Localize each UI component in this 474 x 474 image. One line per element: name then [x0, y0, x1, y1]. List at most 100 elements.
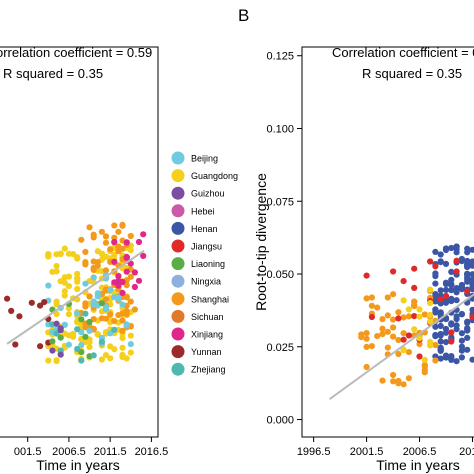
panel-a-point-guangdong: [107, 355, 114, 362]
panel-b-point-shanghai: [395, 309, 402, 316]
panel-b-point-henan: [448, 268, 455, 275]
panel-a-point-guangdong: [94, 248, 101, 255]
panel-b-point-shanghai: [379, 330, 386, 338]
panel-a-point-guangdong: [65, 311, 72, 318]
panel-b-point-henan: [432, 280, 439, 287]
panel-b-point-shanghai: [379, 377, 386, 384]
panel-b-point-henan: [432, 273, 439, 280]
panel-b-point-henan: [442, 339, 450, 346]
panel-a-point-xinjiang: [119, 278, 126, 286]
legend-label-xinjiang: Xinjiang: [191, 330, 223, 340]
legend-swatch-zhejiang: [171, 362, 185, 376]
legend: Beijing Guangdong Guizhou Hebei Henan Jiangsu…: [171, 151, 238, 376]
panel-a-point-guangdong: [86, 344, 93, 351]
panel-a-point-zhejiang: [74, 345, 81, 353]
legend-swatch-guangdong: [171, 169, 185, 183]
panel-b-point-henan: [453, 249, 460, 256]
panel-a-point-shanghai: [90, 266, 97, 274]
panel-a-point-guangdong: [102, 253, 110, 260]
legend-swatch-yunnan: [171, 345, 185, 359]
panel-a-point-guangdong: [45, 357, 52, 364]
panel-b-point-shanghai: [400, 330, 407, 337]
panel-a-point-shanghai: [123, 311, 130, 318]
panel-a-point-guangdong: [74, 275, 81, 282]
panel-a-point-shanghai: [111, 318, 118, 325]
panel-b-point-henan: [437, 259, 444, 266]
panel-b-point-guangdong: [416, 335, 423, 342]
legend-label-yunnan: Yunnan: [191, 347, 222, 357]
panel-a-point-liaoning: [49, 338, 56, 345]
panel-b-point-henan: [464, 245, 471, 252]
panel-a-point-shanghai: [107, 311, 114, 318]
panel-a-point-beijing: [82, 280, 89, 287]
panel-b-point-shanghai: [368, 302, 375, 309]
panel-a-correlation-annotation: orrelation coefficient = 0.59: [0, 45, 152, 60]
panel-a-point-shanghai: [119, 317, 126, 324]
legend-swatch-guizhou: [171, 186, 185, 200]
panel-a-point-xinjiang: [127, 260, 134, 267]
panel-b-point-guangdong: [411, 326, 418, 333]
panel-b-plot-frame: [301, 46, 474, 438]
panel-a-point-shanghai: [102, 267, 110, 274]
panel-b-y-axis-label: Root-to-tip divergence: [253, 173, 269, 311]
panel-a-point-guangdong: [57, 250, 64, 257]
legend-label-ningxia: Ningxia: [191, 277, 221, 287]
panel-b-point-henan: [442, 352, 450, 359]
x-tick-label: 2011.5: [94, 446, 127, 458]
panel-b-point-henan: [437, 338, 444, 345]
panel-a-point-zhejiang: [74, 326, 81, 333]
legend-label-guangdong: Guangdong: [191, 171, 238, 181]
x-tick-label: 2016.5: [135, 446, 169, 458]
panel-b-point-shanghai: [390, 316, 397, 323]
panel-b-point-jiangsu: [453, 257, 460, 264]
panel-a-point-shanghai: [90, 231, 97, 238]
panel-a-point-beijing: [90, 298, 97, 305]
panel-b-point-henan: [432, 331, 439, 339]
panel-b-point-shanghai: [432, 341, 439, 349]
panel-b-point-henan: [458, 284, 465, 292]
legend-label-liaoning: Liaoning: [191, 259, 225, 269]
panel-a-plot-frame: [0, 46, 159, 438]
panel-b-point-henan: [469, 306, 474, 313]
panel-b-point-jiangsu: [363, 272, 370, 279]
panel-a-point-shanghai: [127, 232, 134, 240]
panel-b-point-jiangsu: [432, 263, 439, 270]
panel-a-point-shanghai: [115, 228, 122, 235]
panel-b-point-henan: [469, 271, 474, 278]
panel-a-point-shanghai: [98, 315, 105, 322]
panel-a-point-guangdong: [70, 251, 77, 258]
legend-label-hebei: Hebei: [191, 206, 215, 216]
panel-b-point-henan: [458, 330, 465, 337]
panel-a-point-guangdong: [61, 245, 68, 252]
panel-a-point-guangdong: [53, 301, 60, 308]
panel-a-point-beijing: [123, 321, 130, 328]
y-tick-label: 0.075: [266, 196, 294, 208]
panel-b-point-henan: [442, 299, 450, 306]
panel-a-point-beijing: [127, 341, 134, 348]
panel-a-point-shanghai: [102, 239, 110, 246]
panel-b-point-henan: [442, 316, 450, 323]
panel-b-point-henan: [437, 330, 444, 338]
panel-a-point-guangdong: [53, 268, 60, 275]
panel-b-point-shanghai: [405, 375, 412, 382]
panel-b-point-henan: [458, 337, 465, 344]
panel-b-point-jiangsu: [400, 336, 407, 343]
panel-b-point-henan: [432, 248, 439, 255]
legend-label-beijing: Beijing: [191, 154, 218, 164]
panel-a-point-shanghai: [94, 259, 101, 266]
panel-a-point-yunnan: [28, 299, 35, 306]
panel-b-point-shanghai: [363, 295, 370, 302]
panel-b-scatter-plot: Correlation coefficient = 0. R squared =…: [253, 45, 474, 473]
panel-b-point-guangdong: [427, 311, 434, 319]
panel-b-point-henan: [448, 354, 455, 361]
panel-a-point-beijing: [78, 342, 85, 349]
panel-b-data-points: [358, 243, 474, 388]
panel-a-point-zhejiang: [78, 357, 85, 364]
panel-a-scatter-plot: orrelation coefficient = 0.59 R squared …: [0, 45, 168, 473]
panel-b-point-henan: [458, 258, 465, 265]
panel-a-point-beijing: [90, 274, 97, 281]
panel-b-point-shanghai: [390, 371, 397, 379]
panel-b-point-shanghai: [363, 343, 370, 350]
legend-swatch-liaoning: [171, 257, 185, 271]
panel-b-point-shanghai: [400, 381, 407, 388]
